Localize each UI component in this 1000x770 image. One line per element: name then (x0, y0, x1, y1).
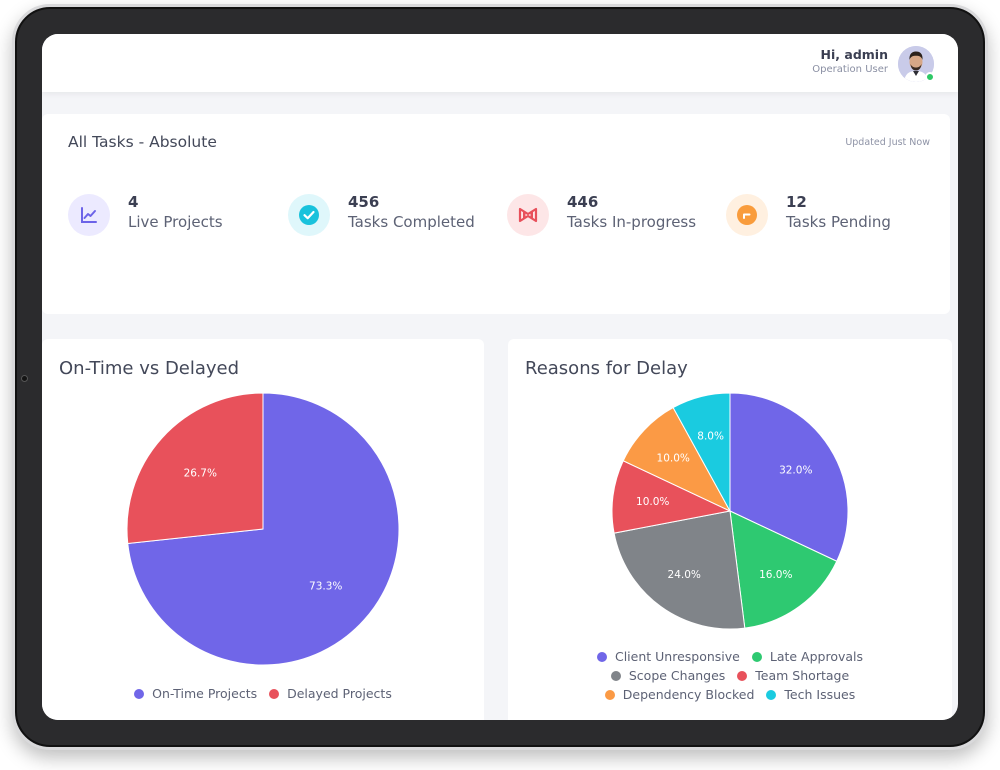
all-tasks-card: All Tasks - Absolute Updated Just Now 4 … (42, 114, 950, 314)
legend-dot (596, 651, 607, 662)
online-status-dot (925, 72, 935, 82)
stat-label: Tasks In-progress (567, 213, 697, 231)
pie-slice-tech-issues[interactable] (672, 392, 731, 512)
legend-dot (766, 689, 777, 700)
pie-slice-late-approvals[interactable] (729, 510, 838, 629)
stat-tasks-completed[interactable]: 456 Tasks Completed (288, 193, 498, 238)
pie-slice-delayed-projects[interactable] (126, 392, 264, 545)
dashboard-screen: Hi, admin Operation User All Tasks - Abs… (42, 34, 958, 720)
user-role: Operation User (812, 64, 888, 75)
on-time-pie-chart: 73.3% 26.7% (126, 392, 400, 666)
slice-label: 32.0% (779, 464, 812, 476)
stat-value: 4 (128, 193, 139, 211)
legend-label: Dependency Blocked (622, 687, 755, 702)
legend-item-client-unresponsive[interactable]: Client Unresponsive (596, 647, 740, 666)
legend-dot (134, 688, 145, 699)
camera-dot (21, 375, 28, 382)
pie-slice-team-shortage[interactable] (611, 460, 732, 534)
legend-dot (269, 688, 280, 699)
stat-label: Tasks Pending (786, 213, 891, 231)
legend-row: Scope Changes Team Shortage (508, 666, 952, 685)
avatar[interactable] (898, 46, 934, 82)
chart-title: On-Time vs Delayed (59, 358, 240, 379)
legend-label: Delayed Projects (287, 686, 392, 701)
legend-label: On-Time Projects (152, 686, 258, 701)
legend-row: Client Unresponsive Late Approvals (508, 647, 952, 666)
on-time-legend: On-Time Projects Delayed Projects (42, 684, 484, 703)
pie-slice-client-unresponsive[interactable] (729, 392, 849, 562)
legend-item-delayed-projects[interactable]: Delayed Projects (269, 684, 392, 703)
slice-label: 73.3% (309, 580, 342, 592)
pie-slice-dependency-blocked[interactable] (622, 406, 732, 513)
slice-label: 24.0% (668, 569, 701, 581)
legend-item-late-approvals[interactable]: Late Approvals (751, 647, 864, 666)
pie-slice-scope-changes[interactable] (613, 510, 746, 630)
chart-title: Reasons for Delay (525, 358, 688, 379)
top-bar: Hi, admin Operation User (42, 34, 958, 92)
legend-dot (737, 670, 748, 681)
stat-label: Live Projects (128, 213, 223, 231)
slice-label: 10.0% (636, 496, 669, 508)
legend-row: On-Time Projects Delayed Projects (42, 684, 484, 703)
legend-label: Late Approvals (769, 649, 864, 664)
legend-row: Dependency Blocked Tech Issues (508, 685, 952, 704)
on-time-vs-delayed-card: On-Time vs Delayed 73.3% 26.7% On-Time Pr… (42, 339, 484, 720)
legend-item-tech-issues[interactable]: Tech Issues (766, 685, 855, 704)
stat-value: 456 (348, 193, 380, 211)
stat-live-projects[interactable]: 4 Live Projects (68, 193, 278, 238)
legend-label: Team Shortage (755, 668, 850, 683)
reasons-for-delay-card: Reasons for Delay 32.0% 16.0% 24.0% 10.0% 10… (508, 339, 952, 720)
legend-item-scope-changes[interactable]: Scope Changes (610, 666, 726, 685)
legend-dot (751, 651, 762, 662)
stat-tasks-in-progress[interactable]: 446 Tasks In-progress (507, 193, 717, 238)
legend-dot (610, 670, 621, 681)
slice-label: 16.0% (759, 569, 792, 581)
legend-item-team-shortage[interactable]: Team Shortage (737, 666, 849, 685)
bowtie-icon (507, 194, 549, 236)
slice-label: 10.0% (657, 453, 690, 465)
reasons-legend: Client Unresponsive Late Approvals Scope C… (508, 647, 952, 704)
check-circle-icon (288, 194, 330, 236)
user-info[interactable]: Hi, admin Operation User (812, 47, 888, 77)
stats-title: All Tasks - Absolute (68, 133, 217, 151)
stat-tasks-pending[interactable]: 12 Tasks Pending (726, 193, 936, 238)
stat-value: 12 (786, 193, 807, 211)
legend-label: Client Unresponsive (614, 649, 740, 664)
clock-icon (726, 194, 768, 236)
legend-item-dependency-blocked[interactable]: Dependency Blocked (604, 685, 755, 704)
slice-label: 8.0% (697, 431, 724, 443)
trend-chart-icon (68, 194, 110, 236)
legend-item-on-time-projects[interactable]: On-Time Projects (134, 684, 257, 703)
reasons-pie-chart: 32.0% 16.0% 24.0% 10.0% 10.0% 8.0% (611, 392, 849, 630)
user-greeting: Hi, admin (820, 47, 888, 62)
stat-label: Tasks Completed (348, 213, 475, 231)
updated-status: Updated Just Now (845, 137, 930, 148)
legend-label: Scope Changes (628, 668, 726, 683)
legend-dot (604, 689, 615, 700)
stat-value: 446 (567, 193, 599, 211)
legend-label: Tech Issues (784, 687, 856, 702)
slice-label: 26.7% (184, 468, 217, 480)
